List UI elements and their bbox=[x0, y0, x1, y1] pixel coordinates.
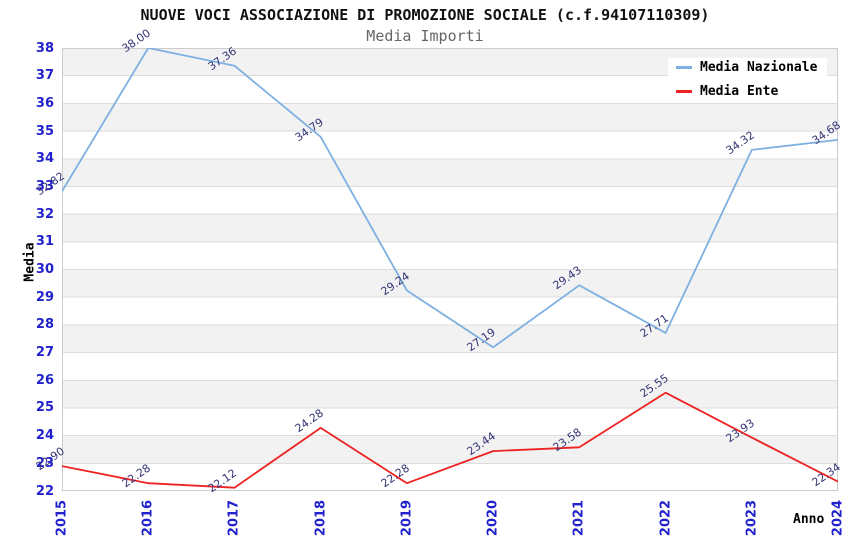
x-tick-label: 2018 bbox=[313, 499, 329, 537]
legend-item-media-ente: Media Ente bbox=[668, 82, 789, 101]
plot-stripe bbox=[62, 352, 838, 381]
chart-title: NUOVE VOCI ASSOCIAZIONE DI PROMOZIONE SO… bbox=[140, 6, 710, 24]
y-tick-label: 28 bbox=[35, 317, 54, 333]
y-tick-label: 23 bbox=[35, 455, 54, 471]
x-tick-label: 2024 bbox=[830, 499, 846, 537]
y-tick-label: 34 bbox=[35, 151, 54, 167]
y-tick-label: 31 bbox=[35, 234, 54, 250]
plot-stripe bbox=[62, 380, 838, 408]
legend-label: Media Ente bbox=[700, 84, 779, 99]
legend-swatch-icon bbox=[676, 66, 692, 69]
series-line-media-ente bbox=[62, 391, 838, 489]
series-line-media-nazionale bbox=[62, 48, 838, 349]
x-axis-title: Anno bbox=[793, 512, 825, 527]
plot-stripe bbox=[62, 407, 838, 436]
y-tick-label: 25 bbox=[35, 400, 54, 416]
plot-stripe bbox=[62, 214, 838, 242]
y-tick-label: 30 bbox=[35, 262, 54, 277]
y-tick-label: 36 bbox=[35, 95, 54, 111]
plot-stripe bbox=[62, 324, 838, 353]
x-tick-label: 2016 bbox=[140, 499, 156, 537]
y-tick-label: 37 bbox=[35, 68, 54, 84]
plot-stripe bbox=[62, 158, 838, 187]
plot-stripe bbox=[62, 297, 838, 325]
y-axis-title: Media bbox=[22, 242, 38, 282]
legend: Media Nazionale Media Ente bbox=[668, 58, 828, 101]
plot-stripe bbox=[62, 103, 838, 132]
y-tick-label: 38 bbox=[35, 40, 54, 56]
plot-stripe bbox=[62, 435, 838, 464]
y-tick-label: 35 bbox=[35, 123, 54, 139]
y-tick-label: 24 bbox=[35, 428, 54, 444]
legend-item-media-nazionale: Media Nazionale bbox=[668, 58, 828, 77]
y-tick-label: 26 bbox=[35, 372, 54, 388]
x-tick-label: 2017 bbox=[226, 499, 242, 537]
legend-label: Media Nazionale bbox=[700, 60, 818, 75]
plot-stripe bbox=[62, 131, 838, 159]
y-tick-label: 33 bbox=[35, 178, 54, 194]
legend-swatch-icon bbox=[676, 90, 692, 93]
plot-stripe bbox=[62, 269, 838, 298]
x-tick-label: 2020 bbox=[485, 499, 501, 537]
plot-stripe bbox=[62, 241, 838, 270]
y-tick-label: 27 bbox=[35, 345, 54, 361]
y-tick-label: 29 bbox=[35, 289, 54, 305]
chart-subtitle: Media Importi bbox=[366, 27, 484, 45]
y-tick-label: 22 bbox=[35, 483, 54, 499]
x-tick-label: 2019 bbox=[399, 499, 415, 537]
x-tick-label: 2015 bbox=[54, 499, 70, 537]
y-tick-label: 32 bbox=[35, 206, 54, 222]
x-tick-label: 2023 bbox=[744, 499, 760, 537]
x-tick-label: 2021 bbox=[571, 499, 587, 537]
x-tick-label: 2022 bbox=[658, 499, 674, 537]
plot-area bbox=[62, 48, 838, 491]
plot-stripe bbox=[62, 186, 838, 215]
plot-border bbox=[62, 48, 838, 491]
